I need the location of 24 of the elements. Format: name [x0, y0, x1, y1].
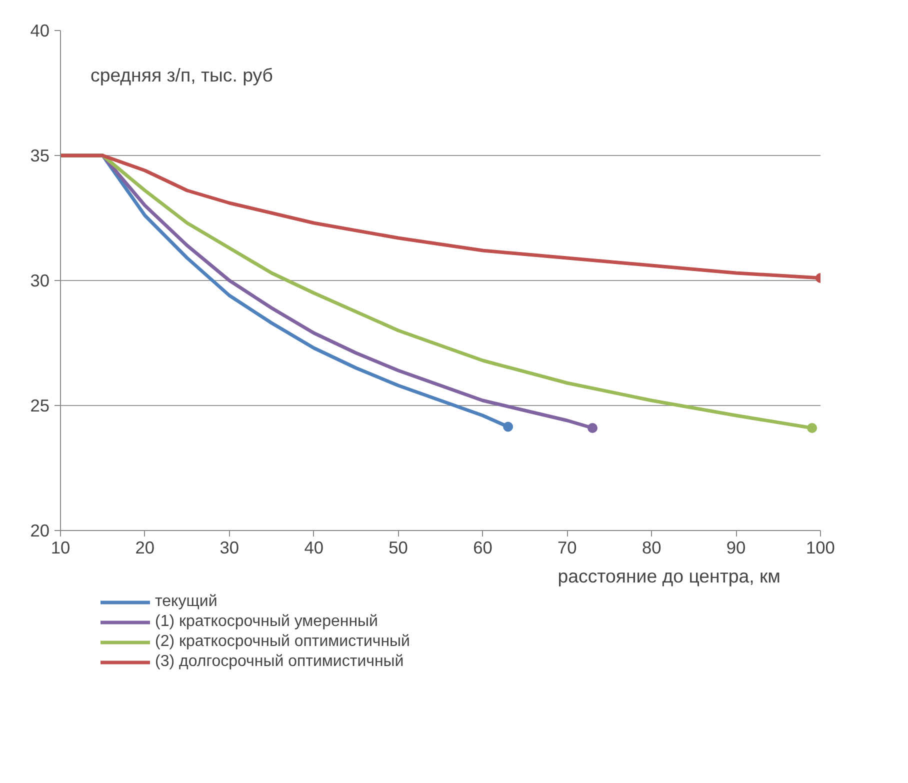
point [503, 422, 514, 432]
y-axis-title: средняя з/п, тыс. руб [90, 64, 273, 86]
x-tick-label: 20 [135, 538, 155, 558]
x-tick-label: 40 [304, 538, 324, 558]
x-tick-label: 60 [473, 538, 492, 558]
legend-label: (1) краткосрочный умеренный [155, 613, 378, 631]
x-tick-label: 30 [220, 538, 240, 558]
legend-label: (3) долгосрочный оптимистичный [155, 653, 404, 671]
x-tick-label: 80 [642, 538, 662, 558]
legend-label: (2) краткосрочный оптимистичный [155, 633, 410, 651]
y-tick-label: 35 [30, 146, 50, 166]
x-tick-label: 10 [50, 538, 70, 558]
y-tick-label: 30 [30, 270, 50, 290]
legend-label: текущий [155, 593, 218, 611]
x-axis-title: расстояние до центра, км [558, 566, 781, 586]
y-tick-label: 20 [30, 520, 50, 540]
x-tick-label: 50 [388, 538, 408, 558]
y-tick-label: 25 [30, 396, 50, 416]
point [807, 423, 818, 433]
x-tick-label: 100 [806, 538, 835, 558]
point [588, 423, 598, 433]
x-tick-label: 90 [726, 538, 746, 558]
x-tick-label: 70 [558, 538, 577, 558]
y-tick-label: 40 [30, 20, 50, 40]
